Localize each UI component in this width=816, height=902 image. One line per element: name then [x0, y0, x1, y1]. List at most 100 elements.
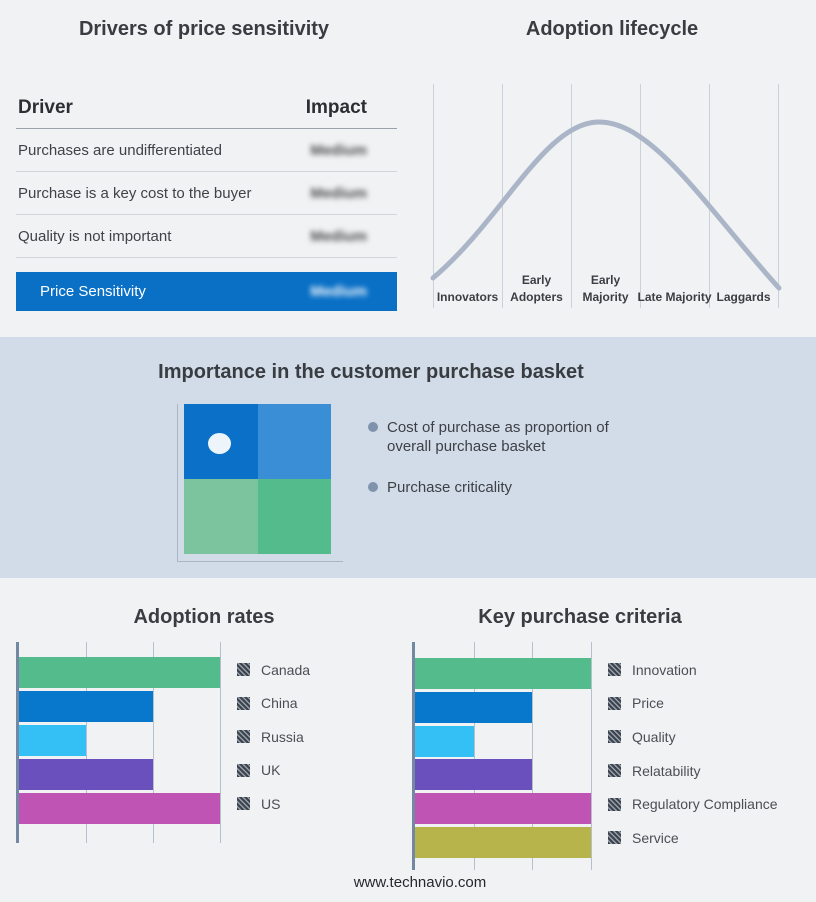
- basket-bullets: Cost of purchase as proportion of overal…: [368, 418, 620, 519]
- driver-cell: Quality is not important: [18, 227, 172, 245]
- legend-item: Russia: [237, 720, 304, 754]
- hatched-swatch-icon: [608, 663, 621, 677]
- impact-cell: Medium: [310, 184, 367, 202]
- hatched-swatch-icon: [608, 696, 621, 710]
- stage-label: Early Adopters: [510, 273, 563, 305]
- driver-cell: Purchases are undifferentiated: [18, 141, 223, 159]
- bar-us: [19, 793, 220, 824]
- footer-url: www.technavio.com: [353, 874, 487, 891]
- legend-label: Price: [632, 695, 664, 712]
- bullet-text: Cost of purchase as proportion of overal…: [387, 419, 609, 455]
- driver-row: Quality is not important Medium: [16, 215, 397, 258]
- hatched-swatch-icon: [608, 764, 621, 778]
- basket-band: Importance in the customer purchase bask…: [0, 337, 816, 578]
- stage-separator-line: [778, 84, 779, 308]
- impact-cell: Medium: [310, 283, 367, 300]
- quadrant-matrix: [184, 404, 331, 554]
- quadrant-cell-bottom-left: [184, 479, 258, 554]
- col-impact-label: Impact: [305, 97, 367, 118]
- adoption-rates-title: Adoption rates: [133, 606, 275, 628]
- legend-item: Service: [608, 821, 679, 855]
- bullet-item: Purchase criticality: [368, 478, 620, 497]
- legend-item: China: [237, 687, 298, 721]
- bar-china: [19, 691, 153, 722]
- legend-item: Relatability: [608, 754, 700, 788]
- bar-service: [415, 827, 591, 858]
- legend-label: Russia: [261, 728, 304, 745]
- bar-price: [415, 691, 533, 723]
- gridline: [591, 642, 592, 870]
- stage-label: Laggards: [716, 290, 771, 305]
- hatched-swatch-icon: [237, 797, 250, 811]
- hatched-swatch-icon: [608, 730, 621, 744]
- bar-russia: [19, 725, 86, 756]
- driver-row: Purchase is a key cost to the buyer Medi…: [16, 172, 397, 215]
- gridline: [153, 642, 154, 843]
- impact-cell: Medium: [310, 141, 367, 159]
- gridline: [86, 642, 87, 843]
- stage-separator-line: [640, 84, 641, 308]
- value-axis: [412, 642, 415, 870]
- bullet-text: Purchase criticality: [387, 479, 513, 496]
- bullet-dot-icon: [368, 422, 378, 432]
- hatched-swatch-icon: [608, 831, 621, 845]
- bar-canada: [19, 657, 220, 688]
- legend-label: Canada: [261, 661, 311, 678]
- driver-row: Purchases are undifferentiated Medium: [16, 129, 397, 172]
- gridline: [473, 642, 475, 870]
- drivers-title: Drivers of price sensitivity: [78, 18, 330, 40]
- bar-regulatory-compliance: [415, 793, 591, 825]
- driver-cell: Purchase is a key cost to the buyer: [18, 184, 252, 202]
- hatched-swatch-icon: [237, 763, 250, 777]
- hatched-swatch-icon: [237, 696, 250, 710]
- legend-item: Quality: [608, 720, 676, 754]
- legend-label: Service: [632, 829, 679, 846]
- stage-label: Innovators: [436, 290, 499, 305]
- lifecycle-curve: [430, 119, 782, 291]
- key-purchase-criteria-panel: Key purchase criteria Innovation Price Qua…: [408, 578, 816, 902]
- position-dot: [208, 433, 231, 454]
- col-driver-label: Driver: [18, 97, 73, 118]
- hatched-swatch-icon: [608, 797, 621, 811]
- adoption-rates-panel: Adoption rates Canada China Russia UK US: [0, 578, 408, 902]
- lifecycle-title: Adoption lifecycle: [525, 18, 699, 40]
- adoption-rates-chart: Canada China Russia UK US: [0, 578, 408, 902]
- stage-separator-line: [571, 84, 572, 308]
- bar-uk: [19, 759, 153, 790]
- quadrant-cell-bottom-right: [257, 479, 331, 554]
- bullet-dot-icon: [368, 482, 378, 492]
- bullet-item: Cost of purchase as proportion of overal…: [368, 418, 620, 456]
- legend-label: Innovation: [632, 661, 697, 678]
- key-purchase-criteria-chart: Innovation Price Quality Relatability Regula…: [408, 578, 816, 902]
- stage-label: Early Majority: [582, 273, 629, 305]
- bar-innovation: [415, 658, 591, 689]
- legend-label: China: [261, 695, 298, 712]
- impact-cell: Medium: [310, 227, 367, 245]
- lifecycle-chart: Innovators Early Adopters Early Majority La…: [408, 0, 816, 337]
- legend-item: Price: [608, 687, 664, 721]
- bar-relatability: [415, 759, 533, 791]
- legend-label: UK: [261, 762, 281, 779]
- legend-item: Canada: [237, 653, 310, 687]
- bell-curve-path: [430, 119, 782, 291]
- stage-label: Late Majority: [637, 290, 712, 305]
- quadrant-axes: [177, 404, 343, 562]
- gridline: [220, 642, 221, 843]
- legend-label: Relatability: [632, 762, 701, 779]
- lifecycle-panel: Adoption lifecycle Innovators Early Adopt…: [408, 0, 816, 337]
- drivers-table: Driver Impact Purchases are undifferenti…: [16, 88, 397, 311]
- quadrant-cell-top-left: [184, 404, 258, 479]
- bar-quality: [415, 725, 474, 757]
- legend-label: Regulatory Compliance: [632, 796, 778, 813]
- price-sensitivity-row: Price Sensitivity Medium: [16, 272, 397, 311]
- legend-item: UK: [237, 754, 280, 788]
- drivers-panel: Drivers of price sensitivity Driver Impa…: [0, 0, 408, 337]
- stage-separator-line: [433, 84, 434, 308]
- legend-item: US: [237, 787, 280, 821]
- value-axis: [16, 642, 19, 843]
- basket-title: Importance in the customer purchase bask…: [158, 361, 584, 383]
- hatched-swatch-icon: [237, 663, 250, 677]
- key-purchase-criteria-title: Key purchase criteria: [478, 606, 682, 628]
- quadrant-cell-top-right: [257, 404, 331, 479]
